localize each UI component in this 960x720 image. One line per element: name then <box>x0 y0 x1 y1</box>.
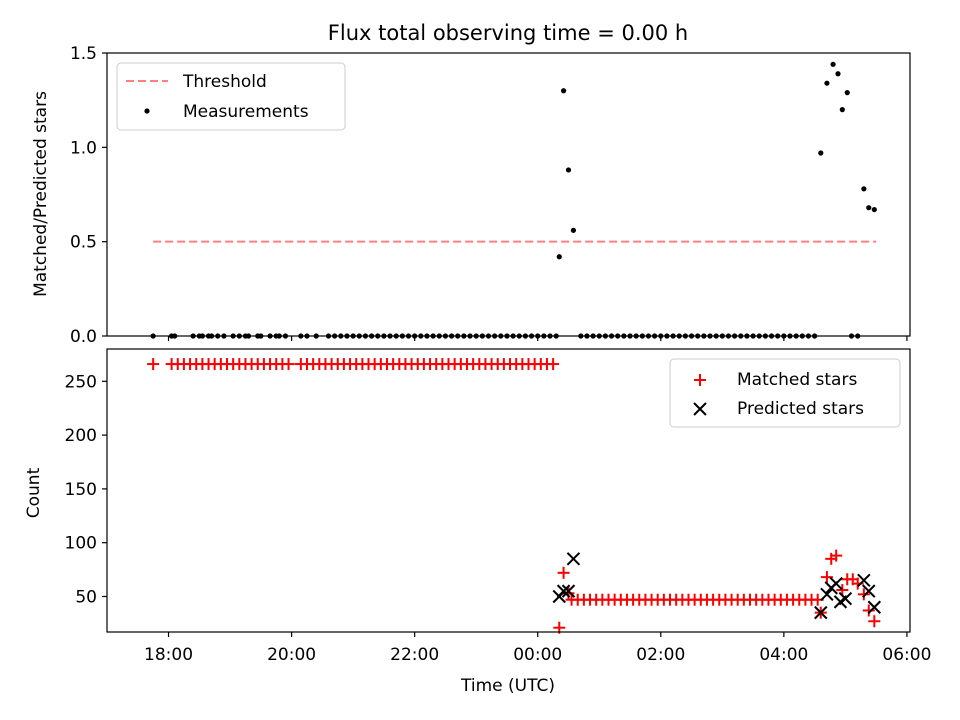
bottom-xtick-label: 20:00 <box>267 645 316 665</box>
predicted-star-point <box>857 573 871 588</box>
measurement-point <box>556 254 562 260</box>
measurement-point <box>871 206 877 213</box>
measurement-point <box>839 107 845 113</box>
matched-star-point <box>836 584 849 597</box>
measurement-point <box>844 90 850 96</box>
matched-star-point <box>830 549 843 562</box>
matched-star-point <box>547 358 560 371</box>
matched-star-point <box>868 615 881 628</box>
measurement-point <box>861 186 867 192</box>
bottom-legend-box <box>669 358 901 428</box>
bottom-ytick-label: 200 <box>65 426 97 446</box>
predicted-star-point <box>862 584 876 598</box>
top-legend: Threshold Measurements <box>116 62 346 131</box>
matched-star-point <box>282 358 295 371</box>
bottom-legend: Matched stars Predicted stars <box>669 358 901 428</box>
predicted-star-point <box>561 584 576 598</box>
x-axis-label: Time (UTC) <box>460 676 555 696</box>
bottom-xtick-label: 22:00 <box>390 645 439 665</box>
matched-star-point <box>820 571 833 584</box>
bottom-axes-frame <box>106 348 911 633</box>
measurement-point <box>560 88 567 94</box>
bottom-xtick-label: 18:00 <box>144 645 193 665</box>
threshold-legend-label: Threshold <box>182 72 267 92</box>
bottom-ytick-label: 100 <box>65 534 97 554</box>
top-ytick-label: 0.0 <box>70 327 97 347</box>
measurement-point <box>565 167 572 173</box>
predicted-star-point <box>814 605 828 620</box>
top-y-axis-label: Matched/Predicted stars <box>31 91 51 297</box>
predicted-star-point <box>566 552 581 566</box>
predicted-legend-swatch <box>693 402 707 416</box>
measurement-point <box>830 61 836 67</box>
measurement-point <box>570 227 577 233</box>
measurement-point <box>835 71 841 77</box>
bottom-xtick-label: 00:00 <box>513 645 562 665</box>
matched-legend-label: Matched stars <box>737 370 857 390</box>
bottom-ytick-label: 250 <box>65 372 97 392</box>
bottom-xtick-label: 02:00 <box>636 645 685 665</box>
measurement-point <box>866 205 872 211</box>
top-ytick-label: 0.5 <box>70 233 97 253</box>
top-axes-frame <box>106 52 911 337</box>
top-ytick-label: 1.5 <box>70 44 97 64</box>
top-panel: 0.0 0.5 1.0 1.5 Matched/Predicted stars Thr… <box>31 44 911 347</box>
predicted-star-point <box>556 584 571 598</box>
bottom-ytick-label: 50 <box>75 587 97 607</box>
predicted-star-point <box>838 591 853 606</box>
top-ytick-label: 1.0 <box>70 138 97 158</box>
bottom-xtick-label: 04:00 <box>759 645 808 665</box>
chart-title: Flux total observing time = 0.00 h <box>328 21 688 45</box>
matched-star-point <box>862 604 875 617</box>
bottom-panel: 50 100 150 200 250 18:00 20:00 22:00 00:00 02:00… <box>24 348 931 696</box>
predicted-star-point <box>820 587 834 602</box>
matched-star-point <box>557 566 570 579</box>
measurement-point <box>818 150 824 156</box>
matched-star-point <box>147 358 160 371</box>
bottom-y-axis-label: Count <box>24 467 44 518</box>
matched-star-point <box>857 588 870 601</box>
measurements-legend-swatch <box>144 108 150 114</box>
top-legend-box <box>116 62 346 131</box>
predicted-legend-label: Predicted stars <box>737 399 864 419</box>
measurement-point <box>824 80 830 86</box>
matched-legend-swatch <box>694 374 706 386</box>
bottom-xtick-label: 06:00 <box>882 645 931 665</box>
measurements-legend-label: Measurements <box>183 102 309 122</box>
bottom-ytick-label: 150 <box>65 480 97 500</box>
predicted-star-point <box>867 600 882 614</box>
predicted-star-point <box>829 576 843 591</box>
